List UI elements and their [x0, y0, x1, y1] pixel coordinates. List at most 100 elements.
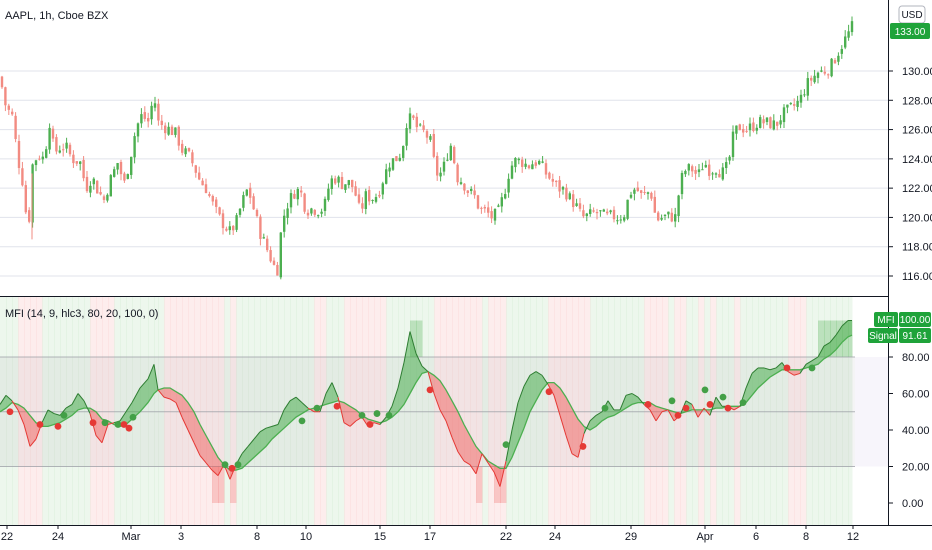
- crossover-down-dot: [89, 419, 97, 427]
- candle-down: [415, 116, 418, 128]
- candle-down: [368, 189, 371, 202]
- zone-band: [254, 297, 261, 525]
- mfi-axis[interactable]: 80.00 60.00 40.00 20.00 0.00: [888, 352, 930, 510]
- candle-up: [609, 210, 612, 213]
- price-axis[interactable]: 130.00 128.00 126.00 124.00 122.00 120.00 118.…: [888, 66, 932, 283]
- candle-up: [759, 117, 762, 128]
- zone-band: [42, 297, 49, 525]
- time-tick-label: 12: [847, 531, 859, 543]
- candle-up: [136, 123, 140, 137]
- candle-down: [306, 212, 310, 216]
- candle-up: [844, 36, 847, 48]
- mfi-fill-up: [332, 382, 338, 403]
- zone-band: [734, 297, 741, 525]
- zone-band: [452, 297, 459, 525]
- candle-down: [266, 238, 269, 251]
- crossover-up-dot: [114, 421, 122, 428]
- candle-up: [48, 127, 51, 150]
- mfi-fill-up: [48, 409, 54, 427]
- crossover-down-dot: [783, 364, 791, 372]
- currency-button[interactable]: USD: [898, 5, 926, 24]
- mfi-badge-name-bg: [874, 312, 898, 327]
- mfi-panel[interactable]: MFI (14, 9, hlc3, 80, 20, 100, 0): [0, 297, 888, 525]
- candle-down: [313, 209, 316, 215]
- mfi-line-segment: [301, 402, 309, 409]
- crossover-up-dot: [129, 413, 137, 421]
- zone-band: [272, 297, 279, 525]
- candle-down: [181, 143, 184, 153]
- candle-up: [92, 178, 95, 185]
- mfi-line-segment: [5, 394, 13, 402]
- candle-down: [657, 212, 660, 221]
- mfi-fill-up: [542, 375, 548, 390]
- crossover-down-dot: [545, 388, 553, 396]
- candle-up: [830, 58, 833, 77]
- candle-up: [79, 161, 82, 164]
- candle-down: [259, 216, 262, 239]
- mfi-fill-up: [140, 378, 148, 412]
- crossover-up-dot: [373, 410, 381, 417]
- candle-up: [799, 94, 803, 103]
- mfi-fill-down: [656, 406, 662, 421]
- candle-up: [337, 176, 340, 183]
- candle-up: [133, 136, 136, 158]
- mfi-tick-label: 20.00: [902, 462, 930, 474]
- mfi-line-segment: [373, 422, 381, 426]
- candle-up: [402, 145, 405, 158]
- mfi-line-segment: [0, 395, 7, 405]
- zone-band: [114, 297, 121, 525]
- candle-down: [215, 199, 218, 207]
- crossover-down-dot: [228, 464, 236, 472]
- mfi-fill-up: [260, 428, 266, 452]
- time-tick-label: 22: [1, 531, 13, 543]
- candle-down: [718, 173, 721, 178]
- candle-up: [419, 124, 422, 126]
- zone-band: [320, 297, 327, 525]
- zone-band: [656, 297, 663, 525]
- candle-up: [497, 205, 500, 207]
- candle-up: [116, 163, 119, 170]
- mfi-fill-down: [18, 404, 24, 425]
- candle-up: [41, 156, 44, 160]
- zone-band: [584, 297, 591, 525]
- zone-band: [182, 297, 189, 525]
- candlestick-series: [0, 16, 854, 280]
- candle-down: [578, 203, 582, 209]
- mfi-line-segment: [481, 453, 489, 464]
- candle-down: [11, 111, 14, 115]
- mfi-fill-up: [404, 331, 410, 405]
- mfi-line-segment: [541, 374, 549, 385]
- candle-up: [806, 78, 809, 96]
- mfi-line-segment: [47, 409, 55, 415]
- mfi-fill-up: [536, 371, 542, 401]
- candle-up: [296, 188, 299, 200]
- mfi-line-segment: [661, 409, 669, 413]
- time-tick-label: 29: [625, 531, 637, 543]
- price-panel[interactable]: AAPL, 1h, Cboe BZX: [0, 10, 888, 280]
- candle-up: [704, 164, 707, 168]
- candle-down: [357, 194, 361, 203]
- candle-up: [364, 191, 367, 210]
- zone-band: [242, 297, 249, 525]
- time-axis[interactable]: 22 24 Mar 3 8 10 15 17 22 24 29 Apr 6 8 12: [1, 525, 859, 543]
- crossover-up-dot: [234, 461, 242, 469]
- oversold-highlight: [494, 466, 501, 503]
- candle-down: [453, 146, 456, 164]
- candle-up: [242, 195, 245, 208]
- mfi-line-segment: [337, 397, 345, 423]
- zone-band: [434, 297, 441, 525]
- candle-up: [446, 159, 449, 161]
- candle-up: [398, 157, 401, 161]
- mfi-fill-down: [440, 380, 446, 421]
- zone-band: [650, 297, 657, 525]
- mfi-line-segment: [715, 396, 723, 407]
- zone-band: [404, 297, 411, 525]
- candle-down: [300, 190, 303, 193]
- mfi-fill-up: [530, 371, 536, 412]
- candle-down: [28, 210, 31, 222]
- candle-down: [351, 179, 354, 188]
- candle-up: [238, 208, 242, 215]
- candle-up: [674, 214, 677, 222]
- mfi-line-segment: [343, 422, 351, 427]
